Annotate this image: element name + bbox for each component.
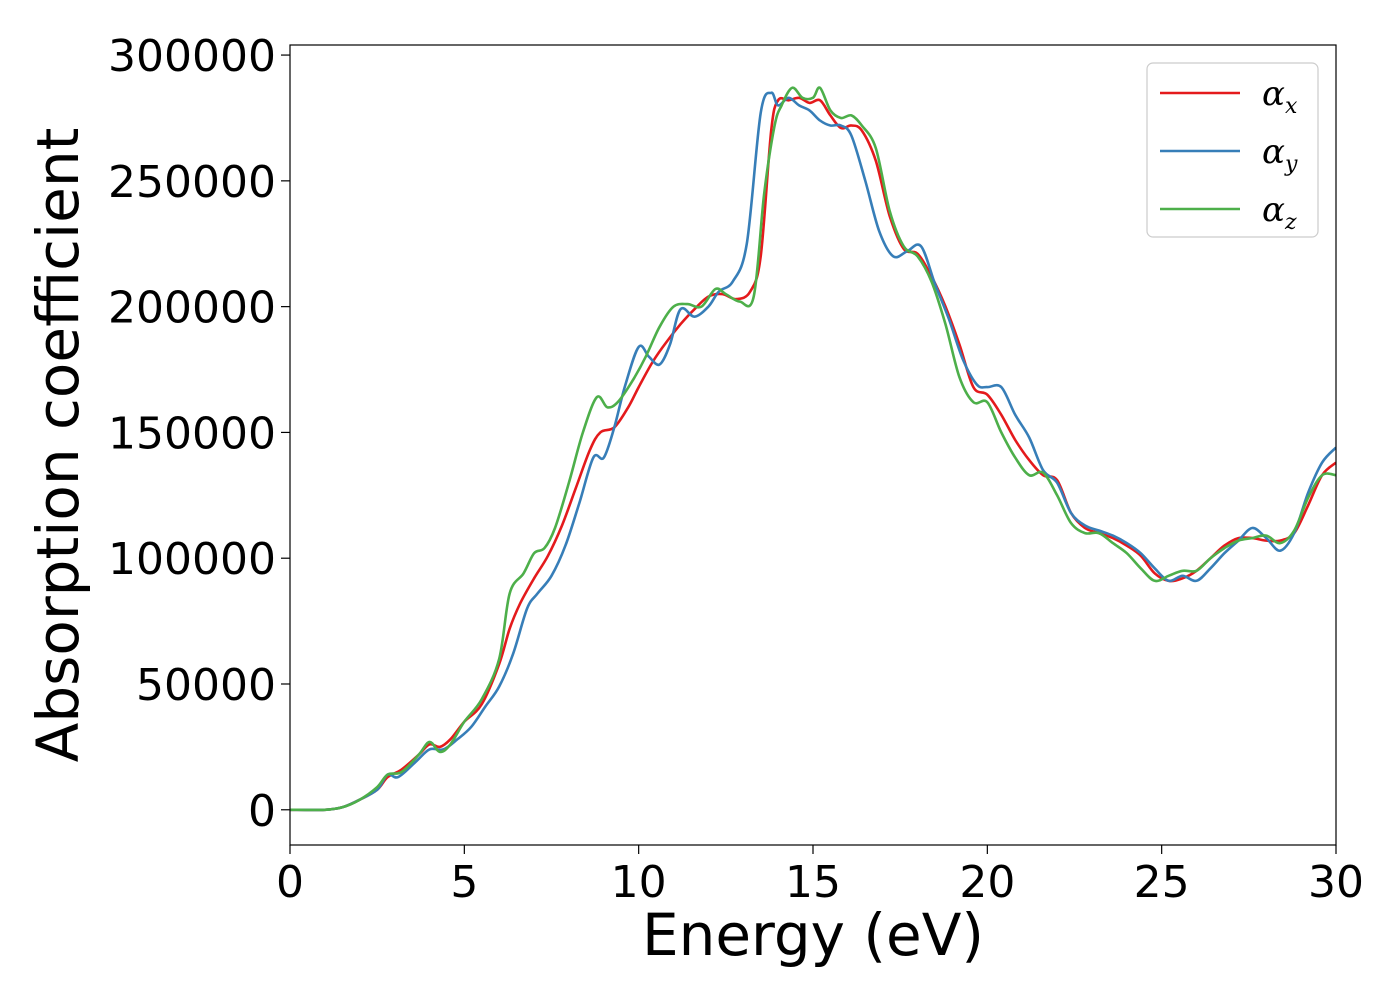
y-tick-label: 300000 xyxy=(108,31,276,82)
y-tick-label: 250000 xyxy=(108,157,276,208)
y-tick-label: 100000 xyxy=(108,534,276,585)
legend-label-y: αy xyxy=(1262,132,1298,177)
x-tick-label: 10 xyxy=(611,857,667,908)
y-axis: 0 50000 100000 150000 200000 250000 300000 xyxy=(108,31,290,837)
legend-label-z: αz xyxy=(1262,190,1297,235)
legend-label-x: αx xyxy=(1262,74,1298,119)
legend: αx αy αz xyxy=(1146,62,1319,238)
x-axis-title: Energy (eV) xyxy=(642,901,984,969)
series-line-y xyxy=(290,91,1336,812)
y-tick-label: 0 xyxy=(248,786,276,837)
series-line-z xyxy=(290,86,1336,812)
series-layer xyxy=(290,86,1336,812)
x-tick-label: 0 xyxy=(276,857,304,908)
y-tick-label: 50000 xyxy=(136,660,276,711)
x-tick-label: 15 xyxy=(785,857,841,908)
x-tick-label: 30 xyxy=(1308,857,1364,908)
x-axis: 0 5 10 15 20 25 30 xyxy=(276,845,1364,908)
x-tick-label: 25 xyxy=(1134,857,1190,908)
y-tick-label: 150000 xyxy=(108,408,276,459)
x-tick-label: 20 xyxy=(959,857,1015,908)
y-tick-label: 200000 xyxy=(108,283,276,334)
y-axis-title: Absorption coefficient xyxy=(24,128,92,763)
series-line-x xyxy=(290,96,1336,812)
x-tick-label: 5 xyxy=(450,857,478,908)
